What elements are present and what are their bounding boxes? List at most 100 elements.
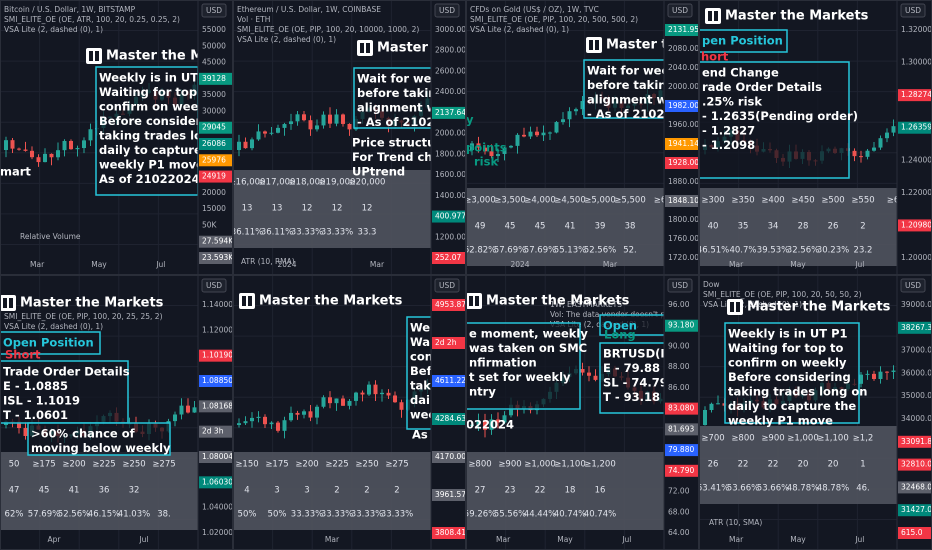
- table-cell: ≥550: [851, 196, 874, 206]
- price-label: 29045: [202, 123, 226, 132]
- annotation-text: was taken on SMC: [469, 341, 587, 355]
- price-label: 1.20980: [901, 220, 932, 229]
- chart-header: Bitcoin / U.S. Dollar, 1W, BITSTAMP: [4, 5, 136, 14]
- x-axis-label: May: [557, 535, 573, 544]
- table-cell: 40.74%: [584, 510, 616, 520]
- table-cell: ≥1,200: [584, 460, 615, 470]
- price-label-bg: [432, 375, 466, 387]
- price-label-bg: [199, 235, 233, 248]
- candle: [17, 421, 21, 429]
- candle: [509, 404, 513, 416]
- table-cell: 22: [535, 486, 546, 496]
- price-label: 1760.00: [668, 234, 699, 243]
- annotation-box: [724, 322, 860, 424]
- annotation-text: - 1.2827: [702, 124, 755, 138]
- table-cell: 23.2: [854, 246, 873, 256]
- table-cell: 47: [9, 486, 20, 496]
- price-label: 45000: [202, 58, 226, 67]
- logo-icon-mark: [475, 296, 479, 306]
- candle: [470, 143, 474, 150]
- candle: [30, 150, 34, 158]
- annotation-box: [699, 29, 788, 53]
- price-axis: [431, 275, 466, 550]
- panel-border: [233, 0, 466, 275]
- table-cell: ≥450: [791, 196, 814, 206]
- price-label-bg: [199, 138, 233, 150]
- price-label: 23.593K: [202, 253, 234, 262]
- price-label: 1800.00: [435, 149, 466, 158]
- unit-label: USD: [439, 281, 455, 290]
- price-label: 1880.00: [668, 177, 699, 186]
- chart-header: VSA Lite (2, dashed (0), 1): [4, 322, 103, 331]
- candle: [496, 419, 500, 423]
- chart-area: 50 ≥175 ≥200 ≥225 ≥250 ≥275 47 45 41 36 32 62% 57.69…: [0, 275, 198, 550]
- price-label: 36000.00: [901, 368, 932, 377]
- table-cell: ≥5,000: [584, 196, 615, 206]
- price-label: 2000.00: [668, 82, 699, 91]
- price-label: 1982.00: [668, 101, 699, 110]
- candle: [69, 140, 73, 150]
- chart-header: SMI_ELITE_OE (OE, PIP, 100, 20, 50, 50, …: [703, 290, 862, 299]
- logo-text: Master the Markets: [259, 294, 403, 309]
- candle: [328, 114, 332, 124]
- table-cell: 3: [274, 486, 279, 496]
- price-label-bg: [199, 72, 233, 85]
- chart-header: Vol · ETH: [237, 15, 270, 24]
- annotation-text: Price structur: [352, 136, 441, 150]
- price-label-bg: [432, 210, 466, 223]
- candle: [574, 109, 578, 112]
- table-cell: ≥150: [235, 460, 258, 470]
- table-cell: 23: [505, 486, 516, 496]
- price-label: 39000.00: [901, 300, 932, 309]
- table-cell: 50%: [238, 510, 257, 520]
- candle: [276, 127, 280, 133]
- logo-icon-mark: [89, 51, 93, 61]
- annotation-text: before taking: [587, 78, 675, 92]
- price-label: 2d 3h: [202, 427, 224, 436]
- price-label: 1.08004: [202, 452, 233, 461]
- price-label-bg: [898, 121, 932, 134]
- table-cell: ≥225: [92, 460, 115, 470]
- price-label-bg: [432, 337, 466, 349]
- table-cell: 50%: [268, 510, 287, 520]
- price-label: 64.00: [668, 528, 690, 537]
- price-label: 1.06030: [202, 477, 233, 486]
- candle: [515, 134, 520, 146]
- chart-header: SMI_ELITE_OE (OE, PIP, 100, 20, 25, 25, …: [4, 312, 163, 321]
- annotation-text: SL - 74.79: [603, 376, 668, 390]
- price-label: 90.00: [668, 341, 690, 350]
- annotation-text: - 1.2098: [702, 138, 755, 152]
- table-cell: 44.44%: [524, 510, 556, 520]
- chart-area: ≥700 ≥800 ≥900 ≥1,000≥1,100 ≥1,2 26 22 22 20 20 1 6…: [699, 275, 897, 550]
- table-cell: ≥1,000: [524, 460, 555, 470]
- logo-icon: [466, 293, 482, 309]
- candle: [186, 405, 190, 413]
- annotation-text: taking trades long on: [728, 385, 867, 399]
- table-cell: 55.13%: [554, 246, 586, 256]
- price-label: 3961.57: [435, 490, 466, 499]
- annotation-box: [599, 342, 664, 414]
- note-text: hort: [701, 50, 729, 64]
- candle: [321, 397, 326, 407]
- table-cell: 38: [625, 222, 636, 232]
- annotation-text: alignment w: [357, 101, 438, 115]
- unit-label: USD: [672, 6, 688, 15]
- stats-table: [466, 188, 664, 266]
- annotation-box: [583, 59, 664, 119]
- logo-text: Master t: [377, 41, 439, 56]
- price-label: 3808.41: [435, 528, 466, 537]
- annotation-text: Wee: [410, 321, 438, 335]
- note-text: Long: [604, 328, 636, 342]
- table-cell: 22: [738, 460, 749, 470]
- unit-label: USD: [439, 6, 455, 15]
- price-label: 1800.00: [668, 215, 699, 224]
- chart-header: 1W, EASYMARKETS: [550, 300, 622, 309]
- annotation-box: [0, 360, 129, 424]
- table-cell: 1: [860, 460, 865, 470]
- table-cell: ≥175: [265, 460, 288, 470]
- price-label: 24919: [202, 172, 226, 181]
- candle: [703, 410, 707, 425]
- table-cell: 62.82%: [464, 246, 496, 256]
- price-label-bg: [665, 100, 699, 112]
- table-cell: 39.53%: [757, 246, 789, 256]
